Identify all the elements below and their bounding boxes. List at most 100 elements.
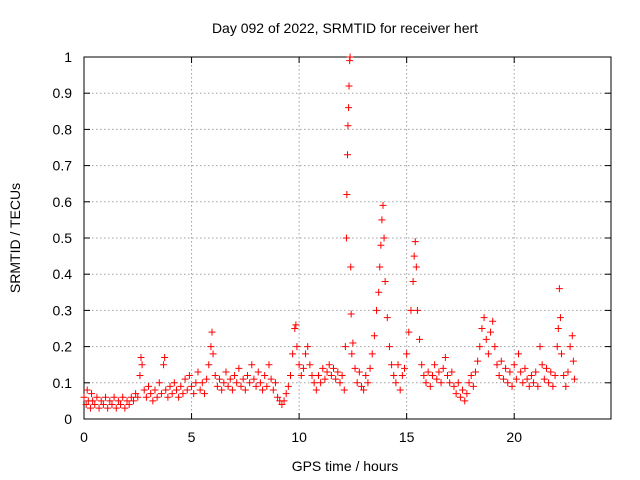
y-tick-label: 0	[64, 411, 72, 427]
data-point	[310, 379, 318, 387]
data-point	[147, 390, 155, 398]
data-point	[553, 343, 561, 351]
data-point	[441, 353, 449, 361]
data-point	[127, 393, 135, 401]
data-point	[360, 386, 368, 394]
data-point	[348, 350, 356, 358]
data-point	[413, 306, 421, 314]
data-point	[527, 372, 535, 380]
data-point	[375, 288, 383, 296]
data-point	[456, 393, 464, 401]
data-point	[461, 397, 469, 405]
data-point	[297, 372, 305, 380]
data-point	[426, 382, 434, 390]
data-point	[373, 306, 381, 314]
y-tick-label: 1	[64, 49, 72, 65]
data-point	[560, 372, 568, 380]
data-point	[226, 375, 234, 383]
data-point	[106, 397, 114, 405]
data-point	[555, 285, 563, 293]
data-point	[512, 375, 520, 383]
x-tick-label: 20	[506, 429, 522, 445]
data-point	[558, 350, 566, 358]
data-point	[547, 368, 555, 376]
data-point	[433, 375, 441, 383]
data-point	[108, 401, 116, 409]
data-point	[463, 390, 471, 398]
data-point	[280, 397, 288, 405]
data-points	[80, 53, 578, 412]
data-point	[137, 353, 145, 361]
data-point	[134, 393, 142, 401]
x-tick-label: 10	[291, 429, 307, 445]
data-point	[319, 364, 327, 372]
data-point	[119, 393, 127, 401]
data-point	[542, 364, 550, 372]
data-point	[474, 357, 482, 365]
data-point	[321, 375, 329, 383]
data-point	[267, 375, 275, 383]
data-point	[88, 390, 96, 398]
data-point	[420, 372, 428, 380]
data-point	[211, 372, 219, 380]
data-point	[198, 379, 206, 387]
data-point	[355, 368, 363, 376]
data-point	[89, 397, 97, 405]
data-point	[380, 234, 388, 242]
data-point	[164, 393, 172, 401]
data-point	[376, 263, 384, 271]
data-point	[261, 372, 269, 380]
data-point	[534, 382, 542, 390]
data-point	[86, 404, 94, 412]
y-tick-label: 0.2	[53, 339, 73, 355]
data-point	[345, 104, 353, 112]
data-point	[523, 375, 531, 383]
y-axis-label: SRMTID / TECUs	[7, 183, 23, 293]
data-point	[192, 379, 200, 387]
data-point	[168, 390, 176, 398]
data-point	[381, 277, 389, 285]
data-point	[151, 386, 159, 394]
data-point	[123, 397, 131, 405]
data-point	[327, 372, 335, 380]
data-point	[196, 386, 204, 394]
data-point	[218, 386, 226, 394]
data-point	[241, 386, 249, 394]
data-point	[471, 368, 479, 376]
data-point	[349, 339, 357, 347]
data-point	[407, 306, 415, 314]
data-point	[102, 393, 110, 401]
y-tick-label: 0.9	[53, 85, 73, 101]
data-point	[424, 368, 432, 376]
data-point	[243, 372, 251, 380]
data-point	[347, 263, 355, 271]
grid	[84, 57, 611, 419]
data-point	[493, 361, 501, 369]
data-point	[412, 263, 420, 271]
data-point	[482, 335, 490, 343]
data-point	[166, 382, 174, 390]
data-point	[568, 332, 576, 340]
data-point	[181, 375, 189, 383]
data-point	[216, 375, 224, 383]
data-point	[95, 404, 103, 412]
data-point	[304, 343, 312, 351]
data-point	[222, 368, 230, 376]
data-point	[502, 364, 510, 372]
x-axis-label: GPS time / hours	[292, 458, 399, 474]
data-point	[385, 343, 393, 351]
data-point	[194, 368, 202, 376]
data-point	[250, 375, 258, 383]
y-tick-label: 0.8	[53, 121, 73, 137]
data-point	[506, 368, 514, 376]
data-point	[448, 368, 456, 376]
data-point	[140, 386, 148, 394]
data-point	[183, 386, 191, 394]
data-point	[200, 390, 208, 398]
data-point	[224, 382, 232, 390]
data-point	[540, 375, 548, 383]
data-point	[91, 401, 99, 409]
data-point	[487, 328, 495, 336]
x-tick-label: 0	[80, 429, 88, 445]
data-point	[332, 375, 340, 383]
